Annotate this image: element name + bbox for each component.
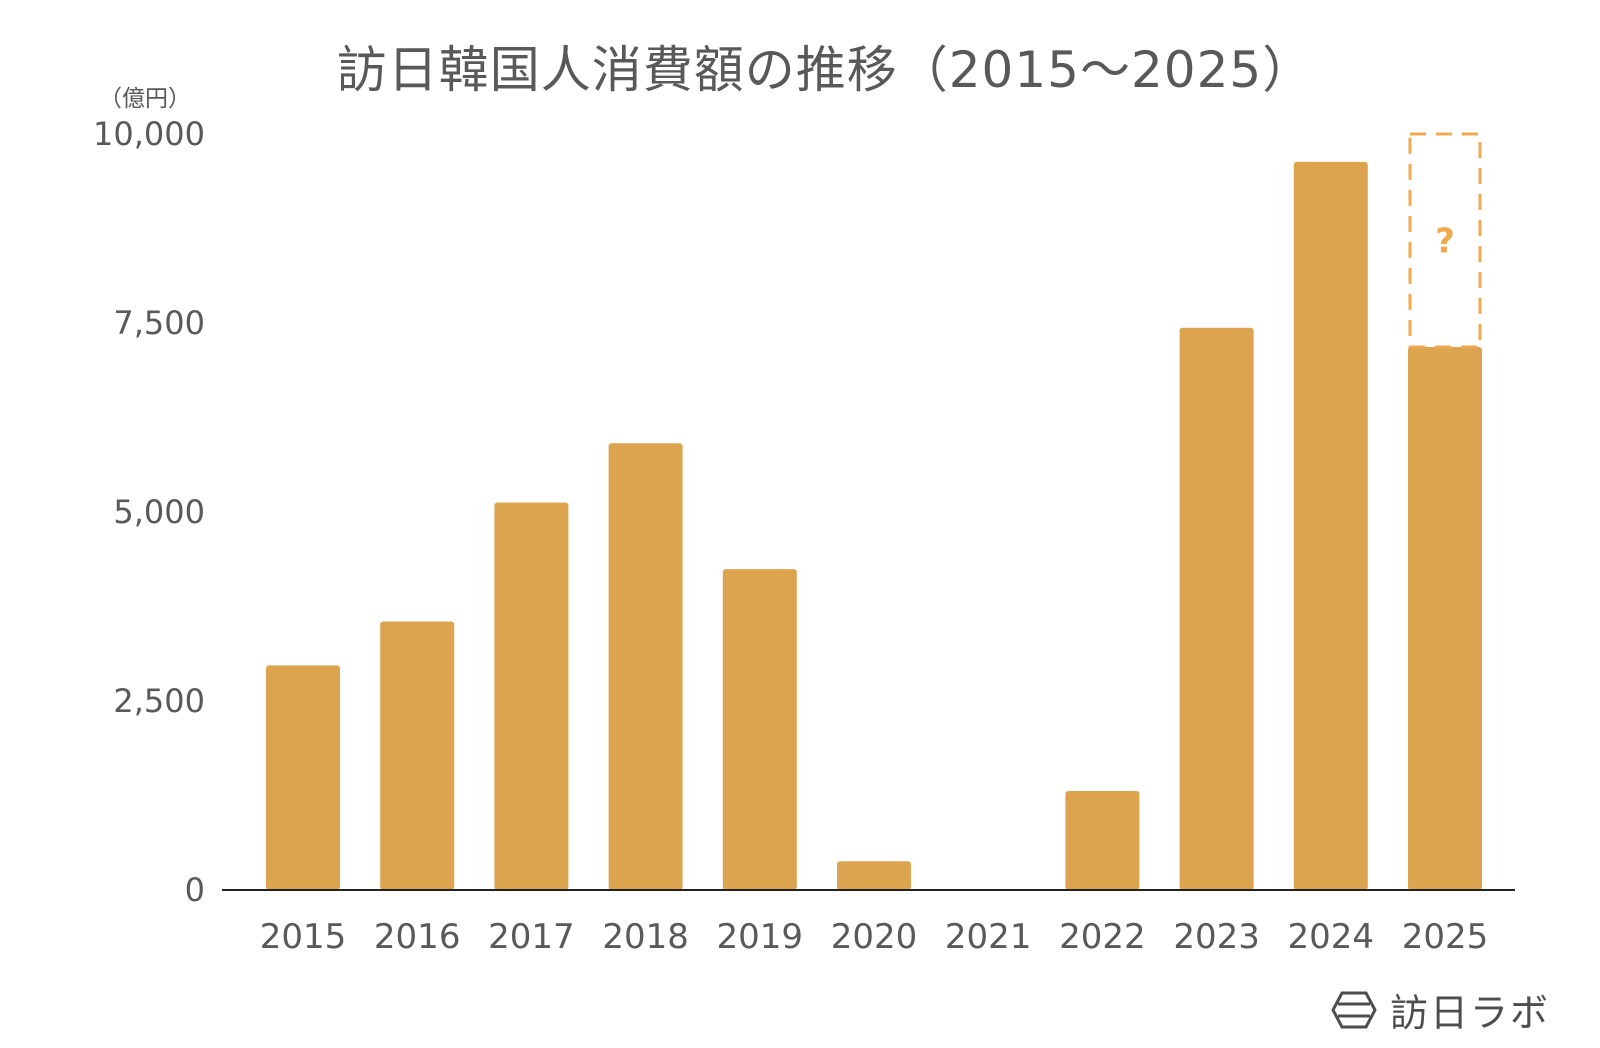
bar-2020 xyxy=(837,861,911,890)
chart-title: 訪日韓国人消費額の推移（2015〜2025） xyxy=(336,41,1314,99)
brand-logo: 訪日ラボ xyxy=(1330,982,1550,1037)
projection-group: ? xyxy=(1408,132,1482,349)
y-tick-label: 5,000 xyxy=(113,493,205,531)
brand-name: 訪日ラボ xyxy=(1390,991,1551,1035)
bar-2019 xyxy=(722,569,797,890)
x-tick-label: 2016 xyxy=(374,917,461,957)
bar-2023 xyxy=(1179,327,1254,890)
projection-dashed-box xyxy=(1408,132,1482,349)
projection-question-mark: ? xyxy=(1435,221,1455,261)
y-tick-label: 7,500 xyxy=(113,304,205,342)
bar-series xyxy=(266,161,1482,890)
y-tick-label: 2,500 xyxy=(113,682,205,720)
x-tick-label: 2017 xyxy=(488,917,575,957)
x-tick-label: 2020 xyxy=(831,917,918,957)
bar-2022 xyxy=(1065,790,1140,890)
hexagon-logo-icon xyxy=(1331,991,1377,1028)
bar-2016 xyxy=(380,621,455,890)
x-tick-label: 2023 xyxy=(1173,917,1260,957)
y-tick-label: 10,000 xyxy=(93,115,205,153)
bar-2015 xyxy=(266,665,340,890)
y-tick-label: 0 xyxy=(185,871,205,909)
x-tick-label: 2019 xyxy=(717,917,804,957)
x-tick-label: 2024 xyxy=(1288,917,1375,957)
x-tick-label: 2021 xyxy=(945,917,1032,957)
y-axis-ticks: 0 2,500 5,000 7,500 10,000 xyxy=(93,115,205,909)
bar-2017 xyxy=(494,502,569,890)
bar-2018 xyxy=(608,443,683,890)
x-axis-ticks: 2015 2016 2017 2018 2019 2020 2021 2022 2023 2024… xyxy=(260,917,1489,957)
x-tick-label: 2025 xyxy=(1402,917,1489,957)
x-tick-label: 2022 xyxy=(1059,917,1146,957)
bar-2025 xyxy=(1408,346,1482,890)
bar-2024 xyxy=(1293,161,1368,890)
x-tick-label: 2018 xyxy=(602,917,689,957)
y-axis-unit-label: （億円） xyxy=(99,86,191,112)
x-tick-label: 2015 xyxy=(260,917,347,957)
